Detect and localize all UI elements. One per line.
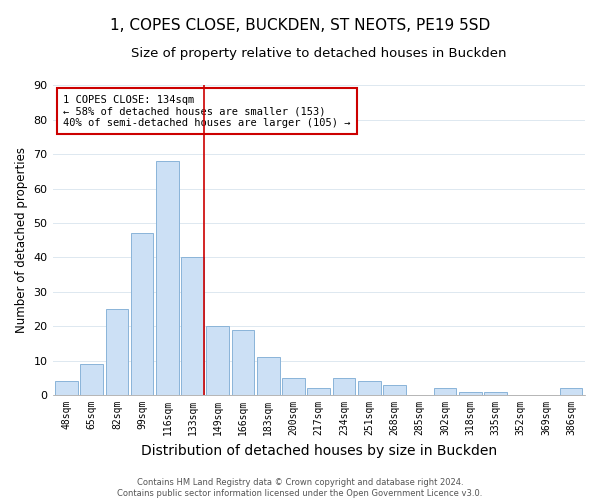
Bar [358, 382, 380, 395]
Bar [282, 378, 305, 395]
Bar [106, 309, 128, 395]
Bar [459, 392, 482, 395]
Bar [560, 388, 583, 395]
Bar [55, 382, 78, 395]
Bar [307, 388, 330, 395]
Title: Size of property relative to detached houses in Buckden: Size of property relative to detached ho… [131, 48, 506, 60]
Text: Contains HM Land Registry data © Crown copyright and database right 2024.
Contai: Contains HM Land Registry data © Crown c… [118, 478, 482, 498]
Bar [80, 364, 103, 395]
Bar [232, 330, 254, 395]
Text: 1 COPES CLOSE: 134sqm
← 58% of detached houses are smaller (153)
40% of semi-det: 1 COPES CLOSE: 134sqm ← 58% of detached … [63, 94, 350, 128]
Bar [131, 234, 154, 395]
X-axis label: Distribution of detached houses by size in Buckden: Distribution of detached houses by size … [141, 444, 497, 458]
Bar [257, 357, 280, 395]
Bar [181, 258, 204, 395]
Bar [484, 392, 507, 395]
Text: 1, COPES CLOSE, BUCKDEN, ST NEOTS, PE19 5SD: 1, COPES CLOSE, BUCKDEN, ST NEOTS, PE19 … [110, 18, 490, 32]
Bar [206, 326, 229, 395]
Y-axis label: Number of detached properties: Number of detached properties [15, 147, 28, 333]
Bar [383, 384, 406, 395]
Bar [434, 388, 457, 395]
Bar [332, 378, 355, 395]
Bar [156, 161, 179, 395]
